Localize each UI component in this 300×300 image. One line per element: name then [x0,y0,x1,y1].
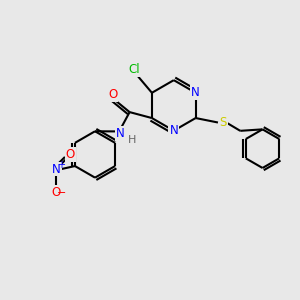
Text: −: − [57,188,66,198]
Text: O: O [108,88,117,101]
Text: Cl: Cl [128,63,140,76]
Text: +: + [57,160,65,170]
Text: N: N [191,86,200,99]
Text: N: N [52,163,61,176]
Text: H: H [128,135,136,145]
Text: S: S [220,116,227,129]
Text: O: O [66,148,75,161]
Text: N: N [116,127,125,140]
Text: O: O [52,186,61,199]
Text: N: N [169,124,178,137]
